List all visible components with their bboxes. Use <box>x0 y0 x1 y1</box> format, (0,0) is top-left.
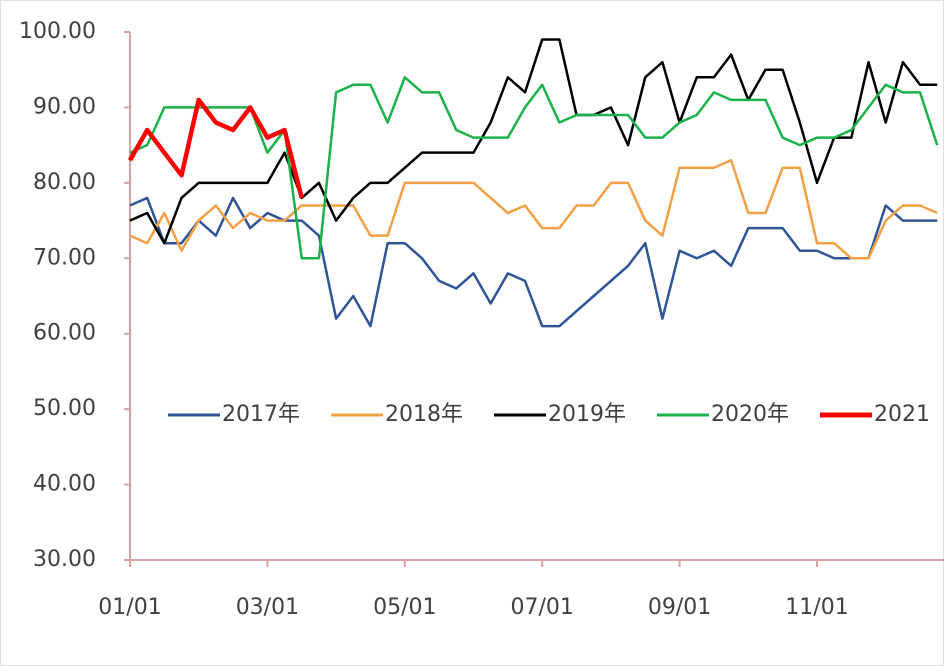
x-tick-label: 01/01 <box>98 595 161 620</box>
x-tick-label: 11/01 <box>785 595 848 620</box>
plot: 30.00 40.00 50.00 60.00 70.00 80.00 90.00 100.0… <box>19 19 944 620</box>
series-line <box>129 38 938 245</box>
y-tick-label: 30.00 <box>33 547 96 572</box>
y-tick-label: 90.00 <box>33 94 96 119</box>
legend-label: 2017年 <box>222 402 300 427</box>
legend-label: 2020年 <box>711 402 789 427</box>
x-tick-label: 09/01 <box>648 595 711 620</box>
x-tick-label: 07/01 <box>510 595 573 620</box>
legend-label: 2019年 <box>548 402 626 427</box>
legend-label: 2021 <box>874 402 930 427</box>
y-tick-label: 40.00 <box>33 472 96 497</box>
y-tick-label: 100.00 <box>19 19 96 44</box>
x-tick-label: 05/01 <box>373 595 436 620</box>
x-tick-label: 03/01 <box>236 595 299 620</box>
series-line <box>129 76 939 260</box>
series-line <box>129 196 938 328</box>
y-tick-label: 70.00 <box>33 245 96 270</box>
y-tick-label: 50.00 <box>33 396 96 421</box>
legend-label: 2018年 <box>385 402 463 427</box>
series-line <box>129 158 938 260</box>
series-line <box>128 97 304 199</box>
y-tick-label: 80.00 <box>33 170 96 195</box>
y-tick-label: 60.00 <box>33 321 96 346</box>
